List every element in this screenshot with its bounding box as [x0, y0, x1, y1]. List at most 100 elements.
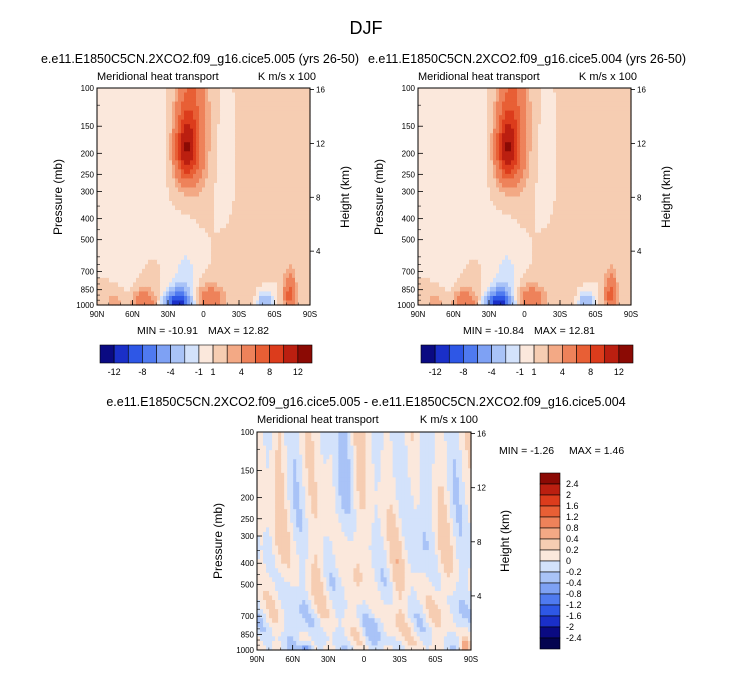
contour-cell	[520, 142, 524, 148]
contour-cell	[289, 201, 293, 207]
contour-cell	[205, 237, 209, 243]
contour-cell	[574, 92, 578, 98]
contour-cell	[628, 133, 632, 139]
contour-cell	[493, 169, 497, 175]
contour-cell	[514, 142, 518, 148]
contour-cell	[427, 151, 431, 157]
contour-cell	[265, 205, 269, 211]
contour-cell	[292, 164, 296, 170]
contour-cell	[466, 92, 470, 98]
contour-cell	[205, 250, 209, 256]
contour-cell	[265, 210, 269, 216]
contour-cell	[151, 151, 155, 157]
contour-cell	[595, 106, 599, 112]
contour-cell	[439, 92, 443, 98]
contour-cell	[229, 196, 233, 202]
contour-cell	[130, 191, 134, 198]
contour-cell	[109, 151, 113, 157]
contour-cell	[283, 286, 287, 293]
contour-cell	[277, 106, 281, 112]
contour-cell	[307, 119, 311, 125]
contour-cell	[136, 178, 140, 184]
contour-cell	[160, 178, 164, 184]
contour-cell	[136, 268, 140, 274]
contour-cell	[283, 110, 287, 116]
contour-cell	[268, 128, 272, 134]
contour-cell	[184, 223, 188, 229]
contour-cell	[124, 291, 128, 297]
contour-cell	[175, 201, 179, 207]
contour-cell	[460, 142, 464, 148]
contour-cell	[436, 106, 440, 112]
contour-cell	[481, 160, 485, 166]
contour-cell	[283, 300, 287, 306]
contour-cell	[154, 228, 158, 234]
contour-cell	[580, 115, 584, 121]
contour-cell	[139, 250, 143, 256]
contour-cell	[484, 173, 488, 180]
contour-cell	[124, 241, 128, 247]
contour-cell	[169, 151, 173, 157]
contour-cell	[463, 142, 467, 148]
contour-cell	[112, 142, 116, 148]
contour-cell	[196, 101, 200, 107]
contour-cell	[163, 137, 167, 143]
contour-cell	[238, 101, 242, 107]
contour-cell	[550, 128, 554, 134]
contour-cell	[136, 210, 140, 216]
contour-cell	[136, 196, 140, 202]
contour-cell	[292, 146, 296, 152]
contour-cell	[256, 246, 260, 252]
contour-cell	[253, 160, 257, 166]
contour-cell	[205, 146, 209, 152]
contour-cell	[604, 106, 608, 112]
contour-cell	[271, 214, 275, 220]
contour-cell	[535, 173, 539, 180]
contour-cell	[607, 169, 611, 175]
contour-cell	[277, 137, 281, 143]
contour-cell	[445, 146, 449, 152]
contour-cell	[229, 128, 233, 134]
contour-cell	[115, 277, 119, 283]
contour-cell	[208, 300, 212, 306]
contour-cell	[607, 115, 611, 121]
contour-cell	[289, 187, 293, 193]
contour-cell	[511, 178, 515, 184]
contour-cell	[484, 92, 488, 98]
contour-cell	[199, 210, 203, 216]
contour-cell	[298, 250, 302, 256]
contour-cell	[193, 219, 197, 225]
contour-cell	[238, 115, 242, 121]
contour-cell	[127, 155, 131, 161]
contour-cell	[580, 164, 584, 170]
contour-cell	[280, 115, 284, 121]
contour-cell	[142, 173, 146, 180]
contour-cell	[118, 232, 122, 238]
contour-cell	[220, 124, 224, 130]
contour-cell	[499, 160, 503, 166]
contour-cell	[424, 155, 428, 161]
contour-cell	[148, 191, 152, 198]
contour-cell	[535, 97, 539, 103]
contour-cell	[472, 164, 476, 170]
contour-cell	[523, 115, 527, 121]
contour-cell	[184, 241, 188, 247]
contour-cell	[592, 146, 596, 152]
contour-cell	[238, 246, 242, 252]
contour-cell	[289, 191, 293, 198]
contour-cell	[541, 101, 545, 107]
contour-cell	[118, 146, 122, 152]
contour-cell	[259, 164, 263, 170]
contour-cell	[106, 201, 110, 207]
contour-cell	[559, 160, 563, 166]
contour-cell	[544, 146, 548, 152]
contour-cell	[112, 133, 116, 139]
contour-cell	[280, 187, 284, 193]
contour-cell	[163, 277, 167, 283]
contour-cell	[298, 259, 302, 265]
contour-cell	[133, 286, 137, 293]
contour-cell	[118, 137, 122, 143]
contour-cell	[112, 178, 116, 184]
contour-cell	[106, 106, 110, 112]
contour-cell	[610, 106, 614, 112]
